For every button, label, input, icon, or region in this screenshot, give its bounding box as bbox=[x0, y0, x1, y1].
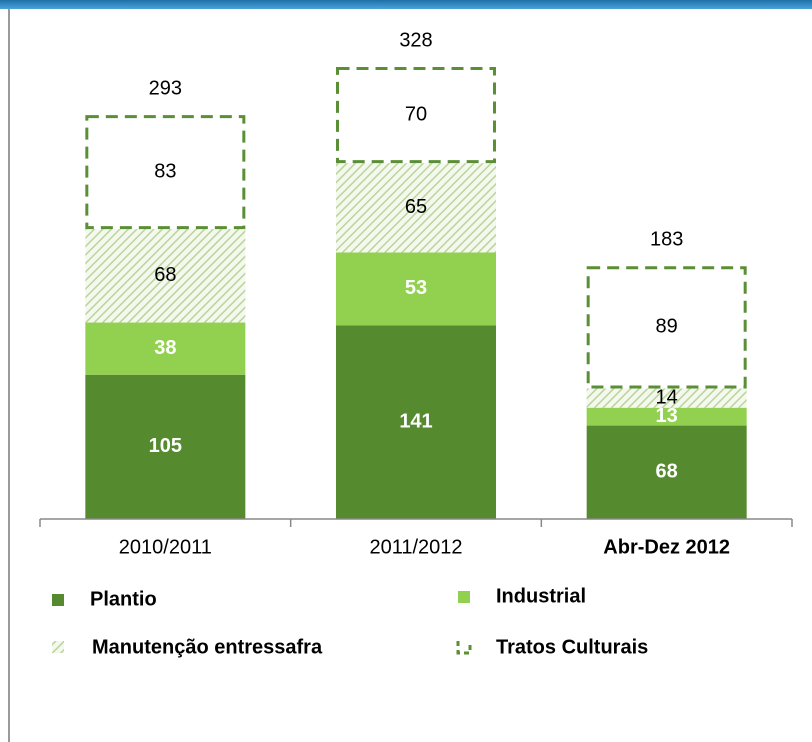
legend-swatch bbox=[456, 641, 472, 655]
value-label: 89 bbox=[656, 316, 678, 338]
legend-label: Manutenção entressafra bbox=[92, 636, 323, 658]
bar-segment bbox=[586, 388, 747, 408]
bar-segment bbox=[85, 322, 246, 375]
bar-segment bbox=[586, 425, 747, 519]
bar-segment bbox=[336, 325, 496, 519]
legend-label: Industrial bbox=[496, 585, 586, 607]
x-tick-label: 2010/2011 bbox=[119, 536, 212, 558]
value-label: 14 bbox=[656, 386, 678, 408]
x-tick-label: Abr-Dez 2012 bbox=[603, 536, 730, 558]
bar-segment bbox=[85, 374, 246, 519]
value-label: 68 bbox=[656, 461, 678, 483]
bar-segment bbox=[586, 407, 747, 426]
legend-label: Tratos Culturais bbox=[496, 636, 648, 658]
bar-segment bbox=[85, 229, 246, 323]
total-label: 183 bbox=[650, 228, 683, 250]
value-label: 70 bbox=[405, 103, 427, 125]
value-label: 83 bbox=[154, 160, 176, 182]
bar-segment bbox=[336, 163, 496, 253]
frame-left bbox=[0, 9, 9, 742]
value-label: 53 bbox=[405, 277, 427, 299]
total-label: 328 bbox=[399, 29, 432, 51]
bar-segment bbox=[586, 266, 747, 389]
legend-swatch bbox=[52, 594, 64, 606]
value-label: 141 bbox=[399, 410, 432, 432]
value-label: 65 bbox=[405, 196, 427, 218]
bar-segment bbox=[336, 252, 496, 326]
value-label: 68 bbox=[154, 264, 176, 286]
frame-top bbox=[0, 0, 812, 9]
value-label: 13 bbox=[656, 405, 678, 427]
legend-label: Plantio bbox=[90, 588, 157, 610]
value-label: 105 bbox=[149, 435, 182, 457]
value-label: 38 bbox=[154, 337, 176, 359]
total-label: 293 bbox=[149, 77, 182, 99]
x-tick-label: 2011/2012 bbox=[369, 536, 462, 558]
bar-segment bbox=[336, 67, 496, 164]
legend-swatch bbox=[52, 641, 64, 653]
legend-swatch bbox=[458, 591, 470, 603]
bar-segment bbox=[85, 115, 246, 230]
